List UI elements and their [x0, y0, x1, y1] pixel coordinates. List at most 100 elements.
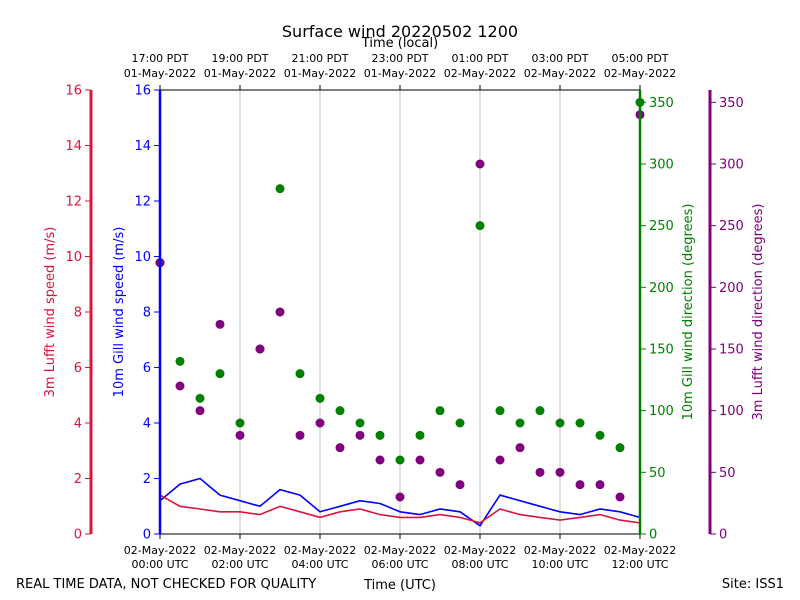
point-gill_dir — [315, 393, 325, 403]
point-gill_dir — [495, 406, 505, 416]
y-tick-label-gill_speed: 12 — [134, 195, 151, 210]
x-tick-label-local-date: 02-May-2022 — [444, 67, 516, 80]
gill-speed-axis-label: 10m Gill wind speed (m/s) — [112, 227, 127, 398]
gill-direction-axis-label: 10m Gill wind direction (degrees) — [681, 204, 696, 421]
x-tick-label-utc-date: 02-May-2022 — [204, 544, 276, 557]
x-tick-label-local-time: 03:00 PDT — [531, 52, 588, 65]
point-lufft_dir — [195, 406, 205, 416]
x-tick-label-utc-date: 02-May-2022 — [364, 544, 436, 557]
series-line-lufft_speed — [159, 494, 641, 524]
point-gill_dir — [355, 418, 365, 428]
point-lufft_dir — [355, 430, 365, 440]
y-tick-label-lufft_speed: 4 — [74, 417, 82, 432]
y-tick-label-lufft_dir: 300 — [719, 158, 744, 173]
x-tick-label-utc-time: 08:00 UTC — [451, 558, 508, 571]
x-tick-label-utc-time: 04:00 UTC — [291, 558, 348, 571]
y-tick-label-gill_dir: 0 — [649, 528, 657, 543]
series-line-gill_speed — [159, 477, 641, 527]
point-gill_dir — [515, 418, 525, 428]
y-tick-label-lufft_speed: 14 — [65, 139, 82, 154]
x-tick-label-utc-date: 02-May-2022 — [444, 544, 516, 557]
point-gill_dir — [575, 418, 585, 428]
point-gill_dir — [415, 430, 425, 440]
chart-title: Surface wind 20220502 1200 — [282, 22, 518, 41]
point-lufft_dir — [315, 418, 325, 428]
y-tick-label-lufft_speed: 6 — [74, 361, 82, 376]
point-lufft_dir — [175, 381, 185, 391]
point-lufft_dir — [395, 492, 405, 502]
point-gill_dir — [555, 418, 565, 428]
x-tick-label-utc-time: 12:00 UTC — [611, 558, 668, 571]
y-tick-label-lufft_dir: 200 — [719, 281, 744, 296]
point-lufft_dir — [215, 319, 225, 329]
point-lufft_dir — [615, 492, 625, 502]
site-label: Site: ISS1 — [722, 577, 784, 592]
y-tick-label-gill_dir: 200 — [649, 281, 674, 296]
y-tick-label-gill_dir: 250 — [649, 219, 674, 234]
x-tick-label-local-time: 19:00 PDT — [211, 52, 268, 65]
point-lufft_dir — [515, 443, 525, 453]
x-tick-label-utc-time: 02:00 UTC — [211, 558, 268, 571]
point-gill_dir — [195, 393, 205, 403]
top-axis-label: Time (local) — [361, 36, 438, 51]
y-tick-label-gill_speed: 4 — [143, 417, 151, 432]
point-gill_dir — [175, 356, 185, 366]
point-lufft_dir — [235, 430, 245, 440]
y-tick-label-gill_speed: 2 — [143, 472, 151, 487]
point-lufft_dir — [475, 159, 485, 169]
y-tick-label-lufft_dir: 150 — [719, 343, 744, 358]
x-tick-label-local-time: 05:00 PDT — [611, 52, 668, 65]
point-gill_dir — [475, 221, 485, 231]
point-gill_dir — [215, 369, 225, 379]
point-lufft_dir — [435, 467, 445, 477]
x-tick-label-local-date: 02-May-2022 — [604, 67, 676, 80]
point-gill_dir — [335, 406, 345, 416]
y-tick-label-lufft_dir: 350 — [719, 96, 744, 111]
point-lufft_dir — [375, 455, 385, 465]
x-tick-label-utc-date: 02-May-2022 — [604, 544, 676, 557]
x-tick-label-local-date: 02-May-2022 — [524, 67, 596, 80]
point-lufft_dir — [555, 467, 565, 477]
y-tick-label-gill_speed: 0 — [143, 528, 151, 543]
y-tick-label-lufft_speed: 10 — [65, 250, 82, 265]
x-tick-label-local-time: 01:00 PDT — [451, 52, 508, 65]
lufft-speed-axis-label: 3m Lufft wind speed (m/s) — [43, 227, 58, 398]
point-lufft_dir — [275, 307, 285, 317]
point-gill_dir — [595, 430, 605, 440]
x-tick-label-local-date: 01-May-2022 — [204, 67, 276, 80]
x-tick-label-local-date: 01-May-2022 — [124, 67, 196, 80]
point-gill_dir — [235, 418, 245, 428]
y-tick-label-gill_dir: 350 — [649, 96, 674, 111]
y-tick-label-gill_dir: 100 — [649, 404, 674, 419]
x-tick-label-utc-date: 02-May-2022 — [124, 544, 196, 557]
y-tick-label-lufft_speed: 16 — [65, 84, 82, 99]
grid-layer — [239, 90, 561, 534]
y-tick-label-lufft_dir: 100 — [719, 404, 744, 419]
y-tick-label-gill_dir: 300 — [649, 158, 674, 173]
point-gill_dir — [375, 430, 385, 440]
point-gill_dir — [615, 443, 625, 453]
point-lufft_dir — [255, 344, 265, 354]
y-tick-label-lufft_dir: 250 — [719, 219, 744, 234]
point-gill_dir — [275, 184, 285, 194]
x-tick-label-local-time: 21:00 PDT — [291, 52, 348, 65]
point-lufft_dir — [495, 455, 505, 465]
point-gill_dir — [455, 418, 465, 428]
y-tick-label-gill_speed: 14 — [134, 139, 151, 154]
point-lufft_dir — [415, 455, 425, 465]
y-tick-label-lufft_speed: 2 — [74, 472, 82, 487]
x-tick-label-utc-time: 06:00 UTC — [371, 558, 428, 571]
speed-series-layer — [159, 477, 641, 527]
y-tick-label-gill_speed: 10 — [134, 250, 151, 265]
y-tick-label-gill_speed: 6 — [143, 361, 151, 376]
x-tick-label-local-date: 01-May-2022 — [364, 67, 436, 80]
y-tick-label-gill_speed: 16 — [134, 84, 151, 99]
point-lufft_dir — [335, 443, 345, 453]
y-tick-label-lufft_speed: 12 — [65, 195, 82, 210]
point-lufft_dir — [575, 480, 585, 490]
point-gill_dir — [535, 406, 545, 416]
point-lufft_dir — [595, 480, 605, 490]
